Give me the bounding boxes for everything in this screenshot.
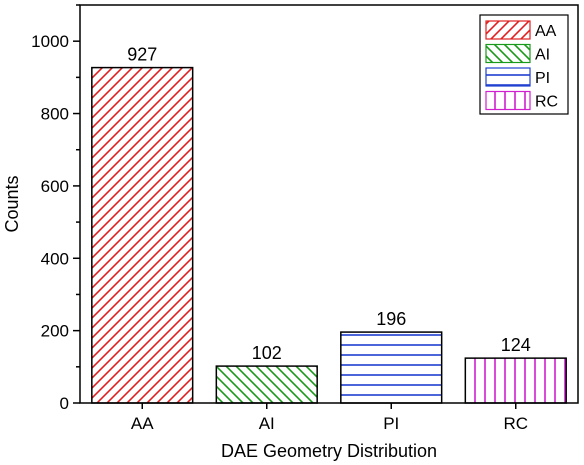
y-axis-title: Counts [2, 175, 22, 232]
axes: 0 200 400 600 800 1000 AA AI PI RC [31, 4, 579, 433]
bar-pi [340, 331, 443, 404]
bar-ai [215, 365, 318, 404]
legend-label-rc: RC [535, 94, 558, 111]
legend-label-ai: AI [535, 47, 550, 64]
legend-swatch-ai [485, 43, 531, 64]
legend: AA AI PI RC [479, 14, 569, 115]
data-label-rc: 124 [501, 335, 531, 355]
legend-swatch-rc [485, 90, 531, 111]
bar-aa [91, 66, 194, 404]
x-axis-title: DAE Geometry Distribution [221, 441, 437, 461]
data-label-pi: 196 [376, 309, 406, 329]
legend-label-aa: AA [535, 23, 557, 40]
plot-frame [79, 4, 579, 404]
x-tick-label-aa: AA [131, 414, 154, 433]
legend-label-pi: PI [535, 70, 550, 87]
y-tick-label: 400 [41, 249, 69, 268]
data-label-aa: 927 [127, 45, 157, 65]
y-tick-label: 0 [60, 394, 69, 413]
y-tick-label: 800 [41, 105, 69, 124]
bars: 927 102 196 124 [91, 45, 567, 404]
y-tick-label: 600 [41, 177, 69, 196]
legend-swatch-aa [485, 20, 531, 40]
x-tick-label-pi: PI [383, 414, 399, 433]
x-tick-label-ai: AI [259, 414, 275, 433]
bar-rc [464, 357, 567, 404]
data-label-ai: 102 [252, 343, 282, 363]
y-tick-label: 200 [41, 322, 69, 341]
x-tick-label-rc: RC [503, 414, 528, 433]
y-tick-label: 1000 [31, 32, 69, 51]
legend-swatch-pi [485, 67, 531, 87]
